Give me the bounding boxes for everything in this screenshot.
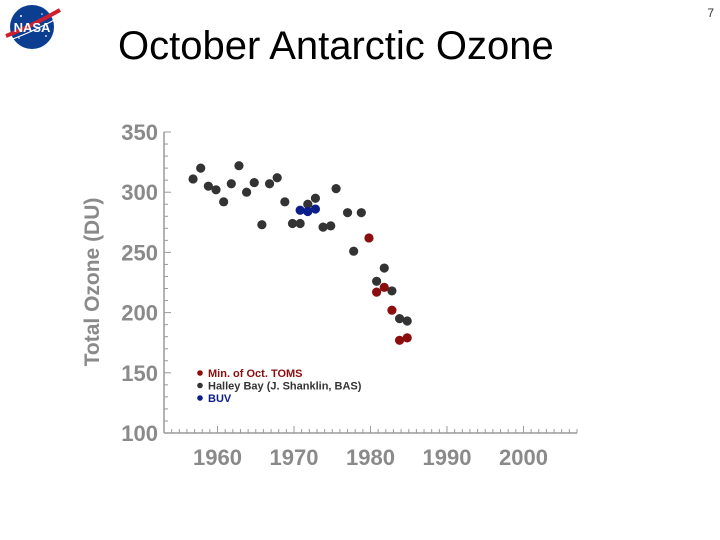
x-tick-label: 1980 xyxy=(346,445,395,470)
data-point xyxy=(295,205,305,215)
data-point xyxy=(379,263,389,273)
y-tick-label: 300 xyxy=(121,180,158,205)
data-point xyxy=(226,179,236,189)
chart-points xyxy=(188,161,412,345)
data-point xyxy=(331,183,341,194)
data-point xyxy=(303,206,313,217)
data-point xyxy=(303,199,313,209)
data-point xyxy=(287,218,298,229)
slide-title: October Antarctic Ozone xyxy=(118,24,554,68)
data-point xyxy=(203,181,213,191)
data-point xyxy=(379,282,389,292)
legend-marker xyxy=(197,382,203,389)
legend-label: Halley Bay (J. Shanklin, BAS) xyxy=(208,381,362,393)
nasa-logo-text: NASA xyxy=(14,20,51,35)
data-point xyxy=(402,333,412,343)
data-point xyxy=(257,220,267,230)
x-tick-label: 1970 xyxy=(270,445,319,470)
x-tick-label: 1990 xyxy=(423,445,472,470)
y-axis-title: Total Ozone (DU) xyxy=(81,198,104,367)
data-point xyxy=(280,197,290,207)
data-point xyxy=(242,187,252,197)
y-tick-label: 350 xyxy=(121,120,158,145)
data-point xyxy=(310,204,321,214)
legend-label: Min. of Oct. TOMS xyxy=(208,368,303,380)
data-point xyxy=(387,286,397,296)
data-point xyxy=(219,197,229,207)
legend-marker xyxy=(197,395,203,401)
data-point xyxy=(342,208,353,218)
page-number: 7 xyxy=(707,6,714,20)
data-point xyxy=(394,335,405,345)
data-point xyxy=(211,185,221,195)
chart-tick-labels: 1960 1970 1980 1990 2000 100 150 200 250 300 350 xyxy=(121,120,548,470)
data-point xyxy=(318,222,328,232)
y-tick-label: 250 xyxy=(121,240,158,265)
data-point xyxy=(372,287,382,297)
data-point xyxy=(387,305,397,315)
data-point xyxy=(272,173,282,183)
y-tick-label: 200 xyxy=(121,301,158,326)
y-tick-label: 150 xyxy=(121,361,158,386)
x-tick-label: 2000 xyxy=(499,445,548,470)
legend-label: BUV xyxy=(208,393,232,405)
x-tick-label: 1960 xyxy=(193,445,242,470)
data-point xyxy=(394,314,405,324)
data-point xyxy=(234,161,244,171)
data-point xyxy=(356,208,366,218)
data-point xyxy=(188,174,198,184)
data-point xyxy=(372,276,382,286)
data-point xyxy=(364,233,374,243)
data-point xyxy=(264,179,275,189)
data-point xyxy=(349,246,359,256)
data-point xyxy=(326,221,336,231)
data-point xyxy=(196,163,206,173)
nasa-logo: NASA xyxy=(5,5,61,49)
y-tick-label: 100 xyxy=(121,421,158,446)
data-point xyxy=(402,316,412,326)
chart-ticks xyxy=(163,131,578,434)
data-point xyxy=(249,177,259,188)
legend-marker xyxy=(197,370,203,376)
data-point xyxy=(295,218,305,229)
data-point xyxy=(310,193,321,203)
